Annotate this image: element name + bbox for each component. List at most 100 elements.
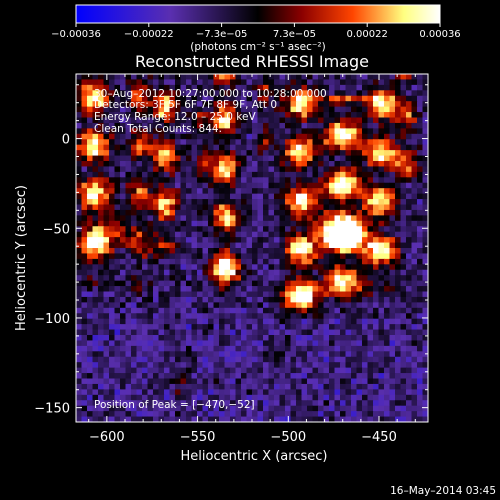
heatmap-cell	[186, 144, 193, 151]
heatmap-cell	[136, 329, 143, 336]
heatmap-cell	[81, 248, 88, 255]
heatmap-cell	[312, 405, 319, 412]
heatmap-cell	[114, 242, 121, 249]
heatmap-cell	[384, 280, 391, 287]
heatmap-cell	[114, 269, 121, 276]
heatmap-cell	[422, 286, 428, 293]
heatmap-cell	[175, 182, 182, 189]
heatmap-cell	[246, 193, 253, 200]
heatmap-cell	[395, 280, 402, 287]
heatmap-cell	[312, 84, 319, 91]
heatmap-cell	[81, 150, 88, 157]
heatmap-cell	[153, 144, 160, 151]
heatmap-cell	[81, 373, 88, 380]
heatmap-cell	[125, 296, 132, 303]
heatmap-cell	[235, 383, 242, 390]
heatmap-cell	[208, 405, 215, 412]
heatmap-cell	[340, 231, 347, 238]
heatmap-cell	[252, 345, 259, 352]
heatmap-cell	[340, 209, 347, 216]
heatmap-cell	[384, 296, 391, 303]
heatmap-cell	[301, 307, 308, 314]
heatmap-cell	[169, 345, 176, 352]
heatmap-cell	[202, 389, 209, 396]
heatmap-cell	[307, 139, 314, 146]
heatmap-cell	[417, 291, 424, 298]
heatmap-cell	[109, 182, 116, 189]
heatmap-cell	[131, 286, 138, 293]
heatmap-cell	[384, 324, 391, 331]
heatmap-cell	[318, 112, 325, 119]
heatmap-cell	[334, 106, 341, 113]
heatmap-cell	[197, 383, 204, 390]
heatmap-cell	[158, 231, 165, 238]
heatmap-cell	[290, 373, 297, 380]
heatmap-cell	[312, 373, 319, 380]
heatmap-cell	[301, 144, 308, 151]
heatmap-cell	[246, 139, 253, 146]
heatmap-cell	[378, 269, 385, 276]
heatmap-cell	[186, 171, 193, 178]
heatmap-cell	[268, 275, 275, 282]
heatmap-cell	[411, 351, 418, 358]
heatmap-cell	[307, 242, 314, 249]
x-axis-ticks	[88, 74, 416, 422]
heatmap-cell	[81, 253, 88, 260]
heatmap-cell	[180, 248, 187, 255]
heatmap-cell	[109, 345, 116, 352]
heatmap-cell	[120, 318, 127, 325]
heatmap-cell	[114, 258, 121, 265]
heatmap-cell	[246, 106, 253, 113]
heatmap-cell	[274, 166, 281, 173]
heatmap-cell	[230, 313, 237, 320]
heatmap-cell	[186, 389, 193, 396]
heatmap-cell	[235, 209, 242, 216]
heatmap-cell	[279, 324, 286, 331]
heatmap-cell	[125, 253, 132, 260]
heatmap-cell	[340, 90, 347, 97]
heatmap-cell	[290, 291, 297, 298]
heatmap-cell	[329, 335, 336, 342]
heatmap-cell	[318, 351, 325, 358]
heatmap-cell	[202, 150, 209, 157]
heatmap-cell	[340, 79, 347, 86]
heatmap-cell	[191, 199, 198, 206]
heatmap-cell	[395, 286, 402, 293]
heatmap-cell	[285, 237, 292, 244]
heatmap-cell	[175, 188, 182, 195]
heatmap-cell	[290, 122, 297, 129]
heatmap-cell	[81, 405, 88, 412]
heatmap-cell	[334, 155, 341, 162]
heatmap-cell	[312, 215, 319, 222]
heatmap-cell	[406, 112, 413, 119]
heatmap-cell	[147, 329, 154, 336]
heatmap-cell	[384, 258, 391, 265]
heatmap-cell	[395, 220, 402, 227]
heatmap-cell	[367, 269, 374, 276]
heatmap-cell	[158, 95, 165, 102]
heatmap-cell	[219, 204, 226, 211]
heatmap-cell	[263, 416, 270, 422]
heatmap-cell	[362, 204, 369, 211]
heatmap-cell	[120, 237, 127, 244]
heatmap-cell	[191, 351, 198, 358]
heatmap-cell	[147, 220, 154, 227]
heatmap-cell	[191, 128, 198, 135]
heatmap-cell	[114, 318, 121, 325]
heatmap-cell	[175, 291, 182, 298]
heatmap-cell	[92, 84, 99, 91]
heatmap-cell	[362, 356, 369, 363]
heatmap-cell	[417, 155, 424, 162]
heatmap-cell	[285, 411, 292, 418]
heatmap-cell	[87, 411, 94, 418]
heatmap-cell	[136, 258, 143, 265]
heatmap-cell	[103, 204, 110, 211]
heatmap-cell	[417, 182, 424, 189]
heatmap-cell	[180, 280, 187, 287]
heatmap-cell	[202, 177, 209, 184]
heatmap-cell	[318, 362, 325, 369]
heatmap-cell	[241, 291, 248, 298]
heatmap-cell	[395, 258, 402, 265]
heatmap-cell	[411, 362, 418, 369]
heatmap-cell	[356, 258, 363, 265]
